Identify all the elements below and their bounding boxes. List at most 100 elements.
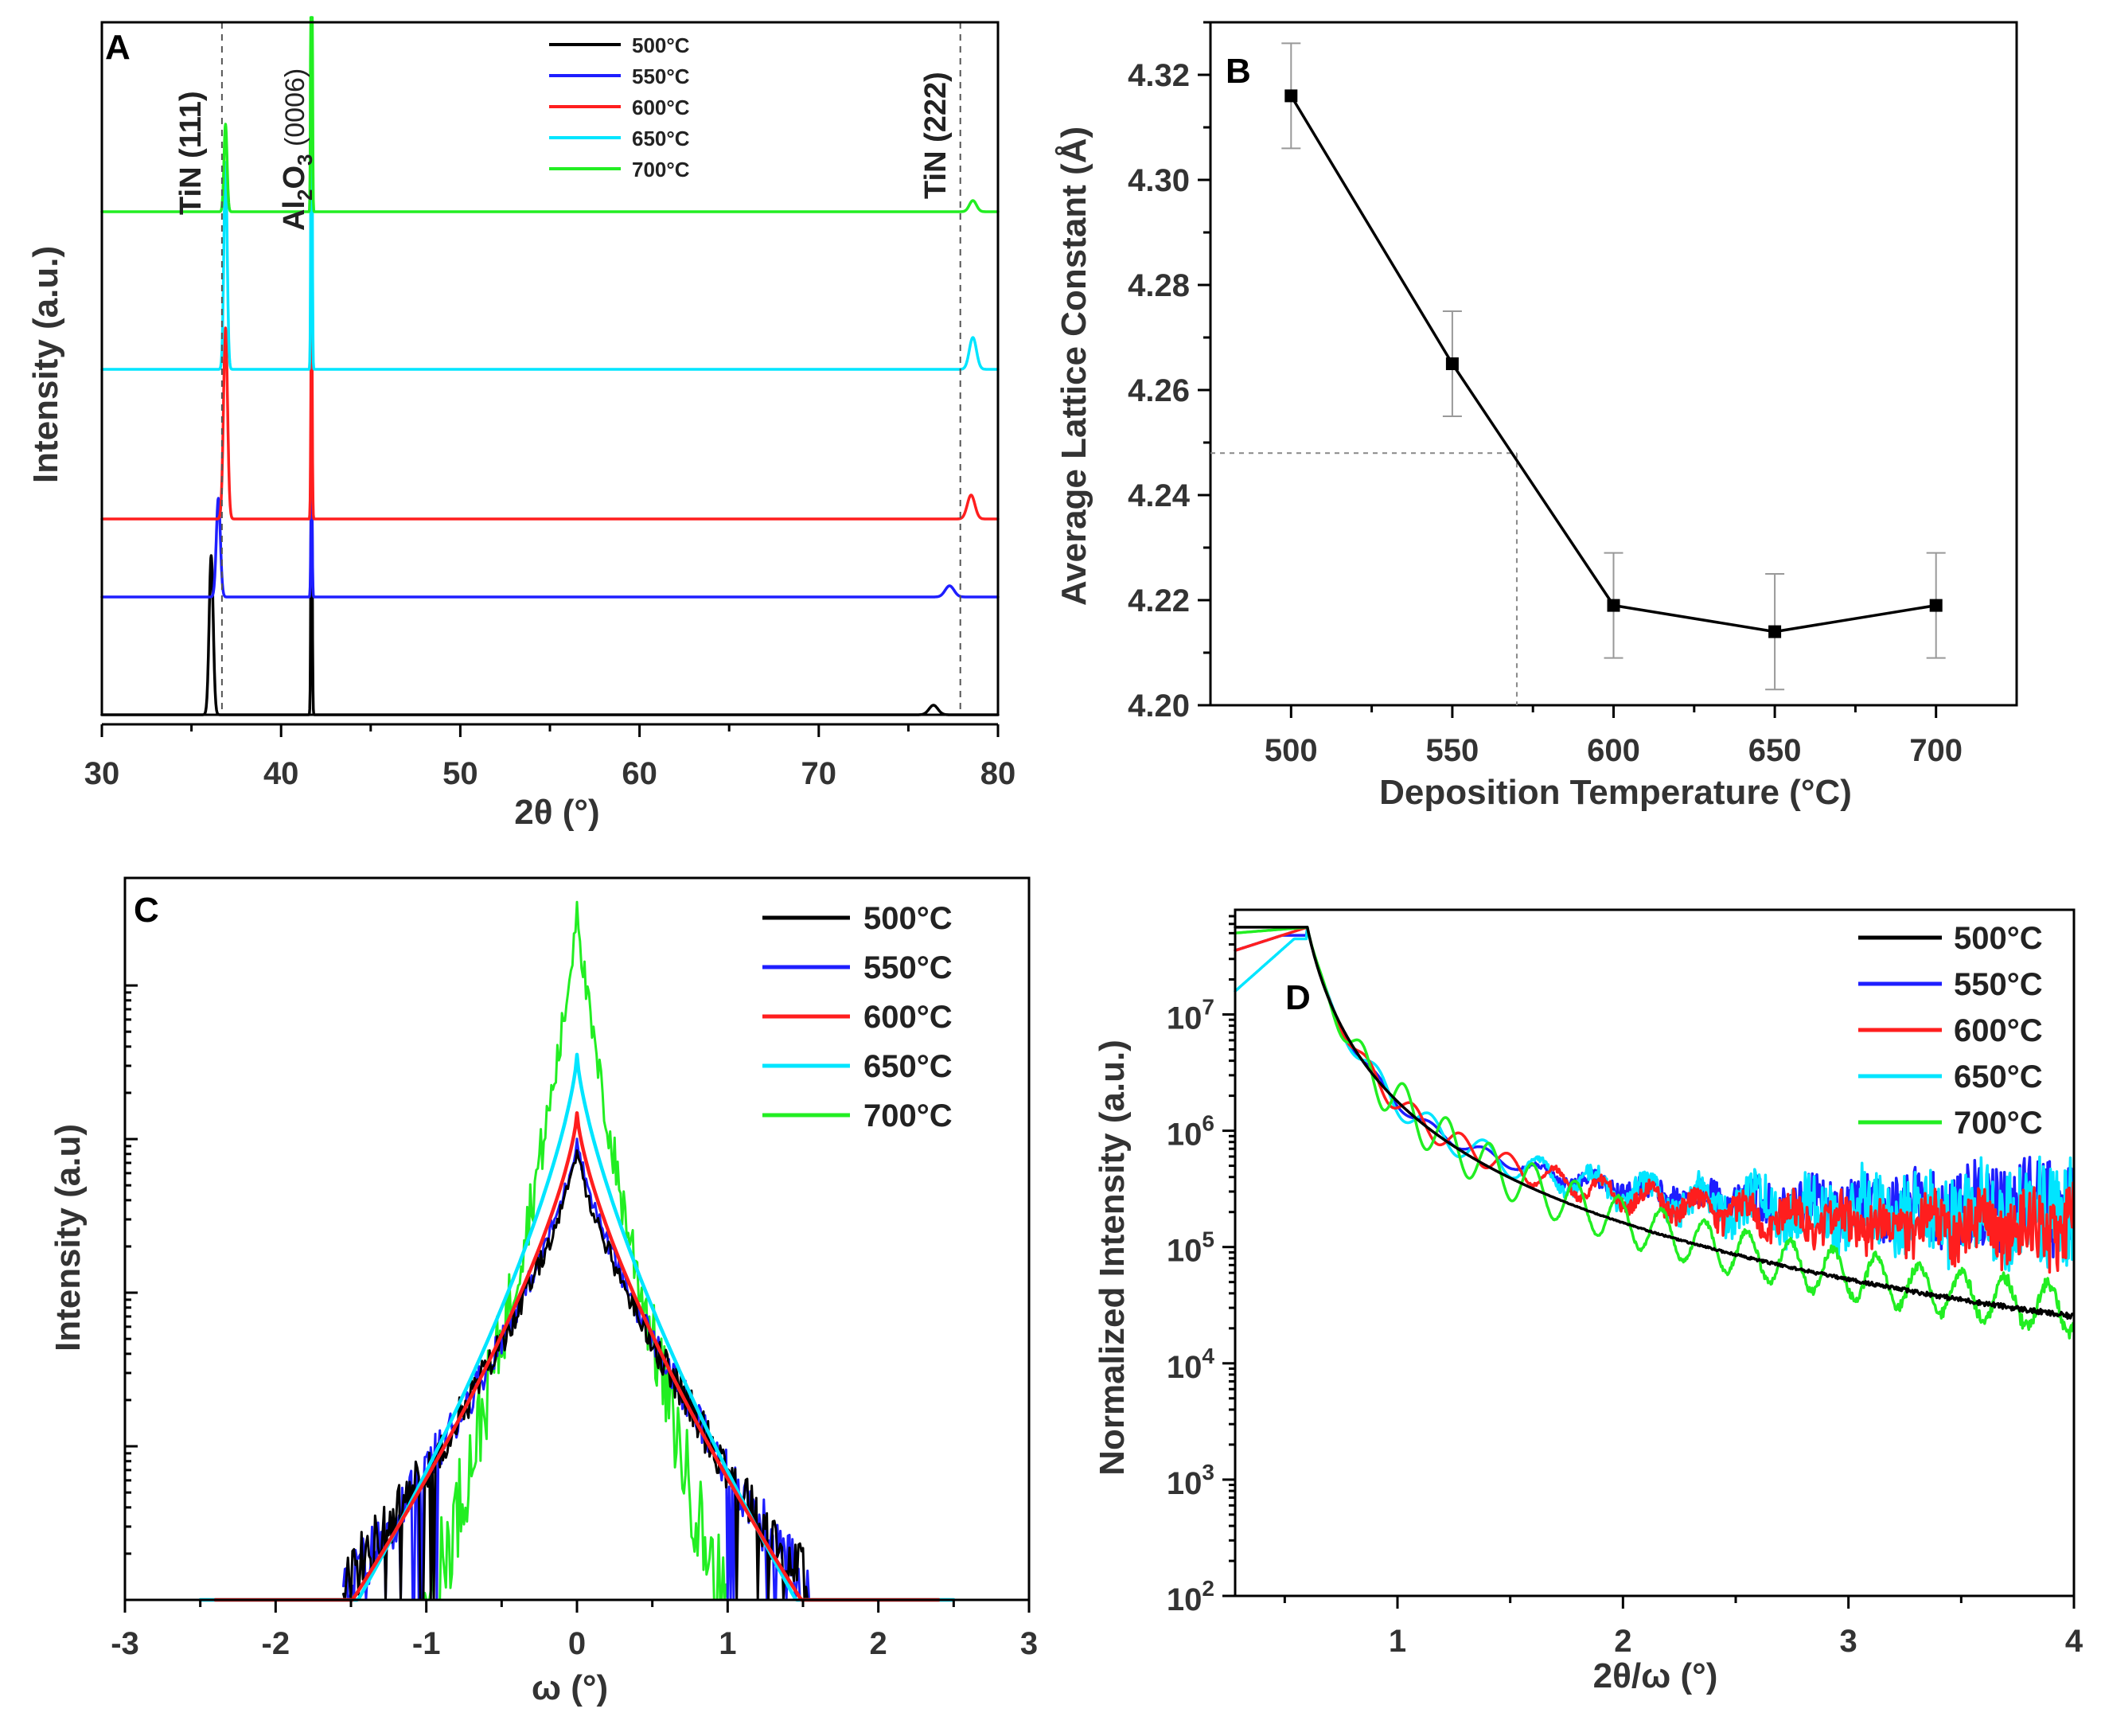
- xrr-trace-600: [1234, 926, 2075, 1274]
- x-tick-label--2: -2: [262, 1626, 290, 1661]
- xrd-trace-650: [100, 16, 1000, 371]
- x-tick-label-500: 500: [1265, 733, 1318, 768]
- annotation-sub-3: 3: [293, 154, 317, 166]
- x-tick-label-50: 50: [442, 756, 478, 791]
- y-tick-exponent: 4: [1202, 1344, 1214, 1368]
- panel-b-plot: [1210, 42, 1946, 705]
- y-tick-label-4.28: 4.28: [1128, 268, 1190, 303]
- y-tick-exponent: 5: [1202, 1227, 1214, 1252]
- legend-label-700: 700°C: [863, 1098, 953, 1133]
- panel-c-legend: 500°C 550°C 600°C 650°C 700°C: [762, 901, 953, 1133]
- legend-label-650: 650°C: [1954, 1059, 2043, 1094]
- y-tick-label-7: 107: [1167, 994, 1214, 1036]
- y-tick-label-4.30: 4.30: [1128, 163, 1190, 198]
- panel-label-a: A: [105, 28, 131, 67]
- x-tick-label--1: -1: [412, 1626, 441, 1661]
- y-tick-base: 10: [1167, 1466, 1203, 1501]
- panel-a-xrd: A 30 40 50 60 70 80 2θ (°) Intensity (a.u.) T…: [26, 16, 1016, 832]
- data-point-700: [1929, 599, 1943, 612]
- x-tick-label-60: 60: [622, 756, 657, 791]
- panel-a-legend: 500°C 550°C 600°C 650°C 700°C: [549, 33, 690, 181]
- data-point-500: [1284, 89, 1298, 103]
- x-tick-label-2: 2: [1614, 1624, 1631, 1659]
- xrr-trace-700: [1234, 926, 2075, 1340]
- legend-label-600: 600°C: [632, 96, 690, 119]
- y-tick-label-5: 105: [1167, 1227, 1214, 1269]
- x-tick-label-4: 4: [2065, 1624, 2083, 1659]
- rocking-trace-550: [342, 1137, 811, 1601]
- panel-b-ticks: 500 550 600 650 700 4.20 4.22 4.24 4.26 4.28 4.30 4…: [1128, 21, 1963, 768]
- y-tick-base: 10: [1167, 1118, 1203, 1153]
- y-tick-label-2: 102: [1167, 1576, 1214, 1617]
- panel-a-traces: [100, 16, 1000, 716]
- x-tick-label-30: 30: [84, 756, 120, 791]
- annotation-al: Al: [278, 201, 311, 231]
- legend-label-600: 600°C: [1954, 1013, 2043, 1048]
- panel-d-xlabel: 2θ/ω (°): [1593, 1656, 1718, 1695]
- legend-label-500: 500°C: [632, 33, 690, 57]
- legend-label-600: 600°C: [863, 1000, 953, 1035]
- x-tick-label-550: 550: [1426, 733, 1479, 768]
- panel-a-xlabel: 2θ (°): [514, 793, 599, 832]
- y-tick-base: 10: [1167, 1582, 1203, 1617]
- y-tick-label-3: 103: [1167, 1460, 1214, 1501]
- annotation-tin-222: TiN (222): [919, 72, 953, 199]
- y-tick-label-4.32: 4.32: [1128, 58, 1190, 93]
- xrr-trace-500: [1234, 926, 2075, 1321]
- panel-c-ticks: -3 -2 -1 0 1 2 3: [111, 984, 1038, 1661]
- xrd-trace-600: [100, 279, 1000, 521]
- annotation-sub-2: 2: [293, 189, 317, 201]
- panel-a-frame: [100, 21, 1000, 716]
- x-tick-label-700: 700: [1909, 733, 1963, 768]
- rocking-fit-600: [213, 1111, 941, 1602]
- x-tick-label-70: 70: [801, 756, 837, 791]
- x-tick-label-3: 3: [1020, 1626, 1038, 1661]
- panel-label-b: B: [1226, 52, 1251, 91]
- x-tick-label-0: 0: [568, 1626, 586, 1661]
- panel-c-ylabel: Intensity (a.u): [49, 1124, 88, 1352]
- annotation-0006: (0006): [280, 68, 310, 154]
- panel-b-xlabel: Deposition Temperature (°C): [1379, 773, 1852, 812]
- x-tick-label-1: 1: [719, 1626, 736, 1661]
- y-tick-label-4: 104: [1167, 1344, 1215, 1385]
- x-tick-label-2: 2: [870, 1626, 887, 1661]
- y-tick-base: 10: [1167, 1234, 1203, 1269]
- y-tick-exponent: 7: [1202, 994, 1214, 1019]
- legend-label-700: 700°C: [1954, 1106, 2043, 1141]
- x-tick-label-3: 3: [1840, 1624, 1857, 1659]
- panel-c-xlabel: ω (°): [532, 1668, 608, 1707]
- x-tick-label-80: 80: [980, 756, 1016, 791]
- x-tick-label-600: 600: [1587, 733, 1640, 768]
- legend-label-550: 550°C: [632, 64, 690, 88]
- annotation-al2o3-0006: Al2O3 (0006): [278, 68, 317, 231]
- panel-label-d: D: [1285, 978, 1311, 1017]
- y-tick-label-6: 106: [1167, 1111, 1214, 1153]
- y-tick-exponent: 2: [1202, 1576, 1214, 1601]
- rocking-trace-500: [342, 1149, 811, 1601]
- legend-label-650: 650°C: [632, 127, 690, 150]
- y-tick-base: 10: [1167, 1350, 1203, 1385]
- panel-label-c: C: [134, 891, 159, 930]
- panel-b-ylabel: Average Lattice Constant (Å): [1054, 127, 1093, 606]
- panel-a-reference-lines: [220, 22, 961, 715]
- annotation-tin-111: TiN (111): [174, 91, 208, 215]
- data-point-550: [1445, 357, 1459, 370]
- legend-label-700: 700°C: [632, 158, 690, 181]
- xrd-trace-550: [100, 468, 1000, 599]
- legend-label-650: 650°C: [863, 1049, 953, 1084]
- panel-d-ylabel: Normalized Intensity (a.u.): [1093, 1040, 1132, 1476]
- y-tick-label-4.22: 4.22: [1128, 583, 1190, 618]
- xrd-trace-700: [100, 16, 1000, 213]
- panel-c-rocking: C -3 -2 -1 0 1 2 3 ω (°) Intensity (a.u) 500°C…: [49, 876, 1038, 1707]
- annotation-o: O: [278, 166, 311, 189]
- panel-a-x-ticks: 30 40 50 60 70 80: [84, 724, 1016, 791]
- y-tick-label-4.20: 4.20: [1128, 689, 1190, 724]
- y-tick-exponent: 6: [1202, 1111, 1214, 1136]
- legend-label-550: 550°C: [863, 950, 953, 985]
- legend-label-500: 500°C: [1954, 921, 2043, 956]
- y-tick-base: 10: [1167, 1001, 1203, 1036]
- legend-label-500: 500°C: [863, 901, 953, 936]
